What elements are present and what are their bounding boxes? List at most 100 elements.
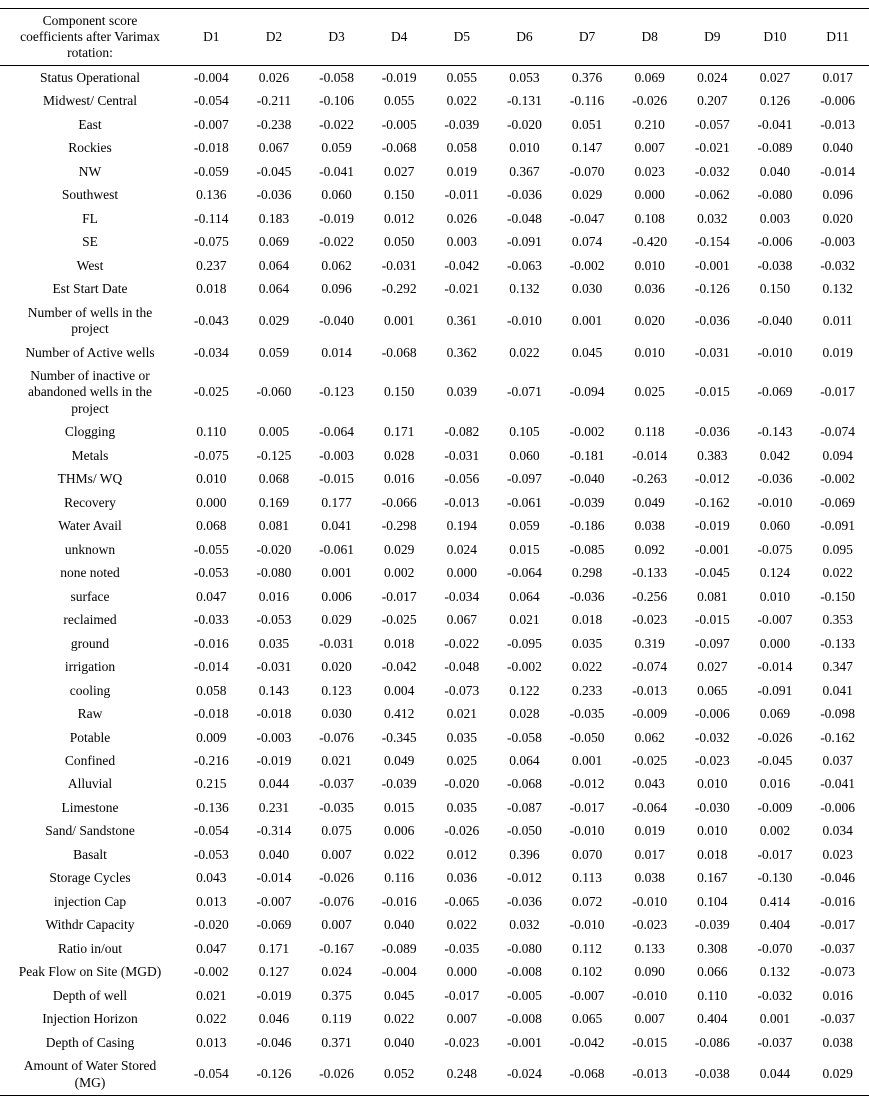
cell-value: 0.062 [634,729,665,745]
cell-value: 0.207 [697,93,728,109]
cell-value: 0.119 [321,1011,352,1027]
cell-value: -0.021 [694,140,730,156]
cell-value: 0.096 [822,187,853,203]
cell-value: -0.048 [444,659,480,675]
cell-value: 0.067 [258,140,290,156]
cell-value: -0.039 [569,494,605,510]
cell-value: 0.038 [822,1034,853,1050]
cell-value: -0.012 [569,776,605,792]
cell-value: -0.036 [694,424,730,440]
cell-value: -0.036 [507,893,542,909]
cell-value: -0.087 [507,799,542,815]
cell-value: 0.043 [634,776,665,792]
cell-value: -0.019 [256,987,292,1003]
cell-value: -0.086 [694,1034,730,1050]
cell-value: 0.019 [822,344,853,360]
cell-value: 0.108 [634,210,665,226]
cell-value: 0.064 [509,752,540,768]
table-row: Recovery 0.000 0.169 0.177 -0.066 -0.013 -0.06… [0,491,869,514]
cell-value: 0.016 [759,776,791,792]
cell-value: -0.082 [444,424,480,440]
cell-value: -0.238 [256,116,292,132]
cell-value: 0.022 [446,93,477,109]
cell-value: 0.124 [759,565,791,581]
cell-value: -0.010 [569,823,605,839]
row-label: Status Operational [39,69,141,85]
cell-value: -0.001 [507,1034,542,1050]
cell-value: -0.045 [256,163,292,179]
column-header-d4: D4 [390,28,408,44]
cell-value: -0.013 [632,1066,668,1082]
cell-value: -0.019 [256,752,292,768]
cell-value: 0.000 [446,565,477,581]
cell-value: -0.036 [694,312,730,328]
cell-value: -0.006 [757,234,793,250]
cell-value: 0.015 [384,799,415,815]
cell-value: 0.005 [258,424,290,440]
column-header-d5: D5 [453,28,471,44]
row-label: Number of Active wells [25,344,155,360]
cell-value: 0.233 [571,682,603,698]
cell-value: 0.036 [634,281,665,297]
cell-value: -0.058 [319,69,354,85]
cell-value: -0.070 [569,163,605,179]
cell-value: -0.045 [757,752,793,768]
cell-value: -0.016 [381,893,417,909]
row-label: injection Cap [53,893,127,909]
cell-value: -0.013 [632,682,668,698]
row-label: Depth of well [52,987,128,1003]
cell-value: -0.032 [757,987,793,1003]
cell-value: 0.118 [634,424,665,440]
cell-value: 0.055 [446,69,477,85]
row-label: Amount of Water Stored (MG) [23,1058,157,1090]
cell-value: -0.042 [569,1034,605,1050]
cell-value: 0.040 [822,140,853,156]
cell-value: -0.089 [757,140,793,156]
cell-value: 0.025 [634,384,665,400]
cell-value: 0.237 [196,257,227,273]
cell-value: 0.037 [822,752,853,768]
cell-value: -0.034 [444,588,480,604]
cell-value: -0.080 [256,565,292,581]
cell-value: 0.067 [446,612,477,628]
cell-value: 0.007 [321,917,352,933]
cell-value: 0.007 [321,846,352,862]
cell-value: 0.013 [196,893,227,909]
cell-value: -0.014 [632,447,668,463]
cell-value: 0.095 [822,541,853,557]
row-label: cooling [69,682,111,698]
cell-value: -0.062 [694,187,730,203]
cell-value: -0.032 [694,163,730,179]
cell-value: 0.021 [446,706,477,722]
cell-value: 0.022 [196,1011,227,1027]
cell-value: 0.081 [697,588,728,604]
cell-value: 0.133 [634,940,665,956]
cell-value: -0.002 [569,424,605,440]
cell-value: 0.132 [759,964,791,980]
cell-value: 0.362 [446,344,477,360]
cell-value: -0.089 [381,940,417,956]
cell-value: 0.016 [822,987,853,1003]
cell-value: -0.314 [256,823,292,839]
cell-value: -0.017 [444,987,480,1003]
cell-value: -0.037 [757,1034,793,1050]
cell-value: -0.015 [632,1034,668,1050]
cell-value: -0.058 [507,729,542,745]
cell-value: 0.090 [634,964,665,980]
cell-value: -0.020 [256,541,292,557]
cell-value: -0.006 [694,706,730,722]
table-row: Midwest/ Central -0.054 -0.211 -0.106 0.055 0… [0,90,869,113]
cell-value: -0.003 [820,234,856,250]
cell-value: 0.308 [697,940,728,956]
cell-value: -0.133 [632,565,668,581]
cell-value: -0.054 [193,1066,229,1082]
cell-value: 0.094 [822,447,853,463]
cell-value: 0.022 [822,565,853,581]
cell-value: -0.162 [820,729,856,745]
cell-value: -0.130 [757,870,793,886]
table-row: reclaimed -0.033 -0.053 0.029 -0.025 0.067 0.0… [0,609,869,632]
cell-value: -0.050 [507,823,542,839]
cell-value: 0.013 [196,1034,227,1050]
cell-value: 0.150 [384,384,415,400]
cell-value: -0.009 [757,799,793,815]
